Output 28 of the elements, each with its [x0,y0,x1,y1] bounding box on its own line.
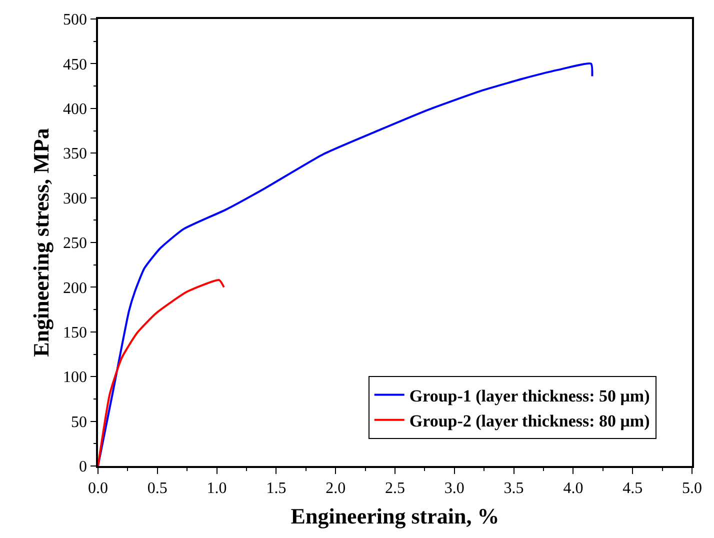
x-tick-label: 3.0 [444,480,464,497]
x-tick-label: 0.5 [147,480,168,497]
y-tick-label: 0 [79,458,88,476]
line-series [98,62,594,466]
x-tick-label: 5.0 [682,480,702,497]
x-tick-label: 4.0 [563,480,584,497]
legend-label: Group-2 (layer thickness: 80 μm) [409,411,650,430]
y-tick-label: 250 [63,235,88,252]
x-axis-title: Engineering strain, % [290,503,500,528]
line-series [98,279,225,466]
y-tick-label: 150 [63,324,88,342]
y-tick-label: 500 [63,12,88,29]
y-axis-title: Engineering stress, MPa [28,128,54,357]
y-tick-label: 300 [63,190,88,208]
x-tick-label: 2.5 [385,480,405,497]
y-tick-label: 450 [63,56,88,74]
y-tick-label: 200 [63,280,88,297]
y-tick-label: 50 [71,414,88,431]
x-tick-label: 3.5 [504,480,524,497]
x-tick-label: 2.0 [326,480,346,497]
y-tick-label: 100 [63,369,88,386]
legend-label: Group-1 (layer thickness: 50 μm) [409,386,650,406]
y-tick-label: 400 [63,101,88,118]
y-tick-label: 350 [63,146,88,163]
x-tick-label: 1.5 [266,480,286,497]
x-tick-label: 4.5 [622,480,643,497]
x-tick-label: 1.0 [206,480,227,497]
x-tick-label: 0.0 [88,480,108,497]
